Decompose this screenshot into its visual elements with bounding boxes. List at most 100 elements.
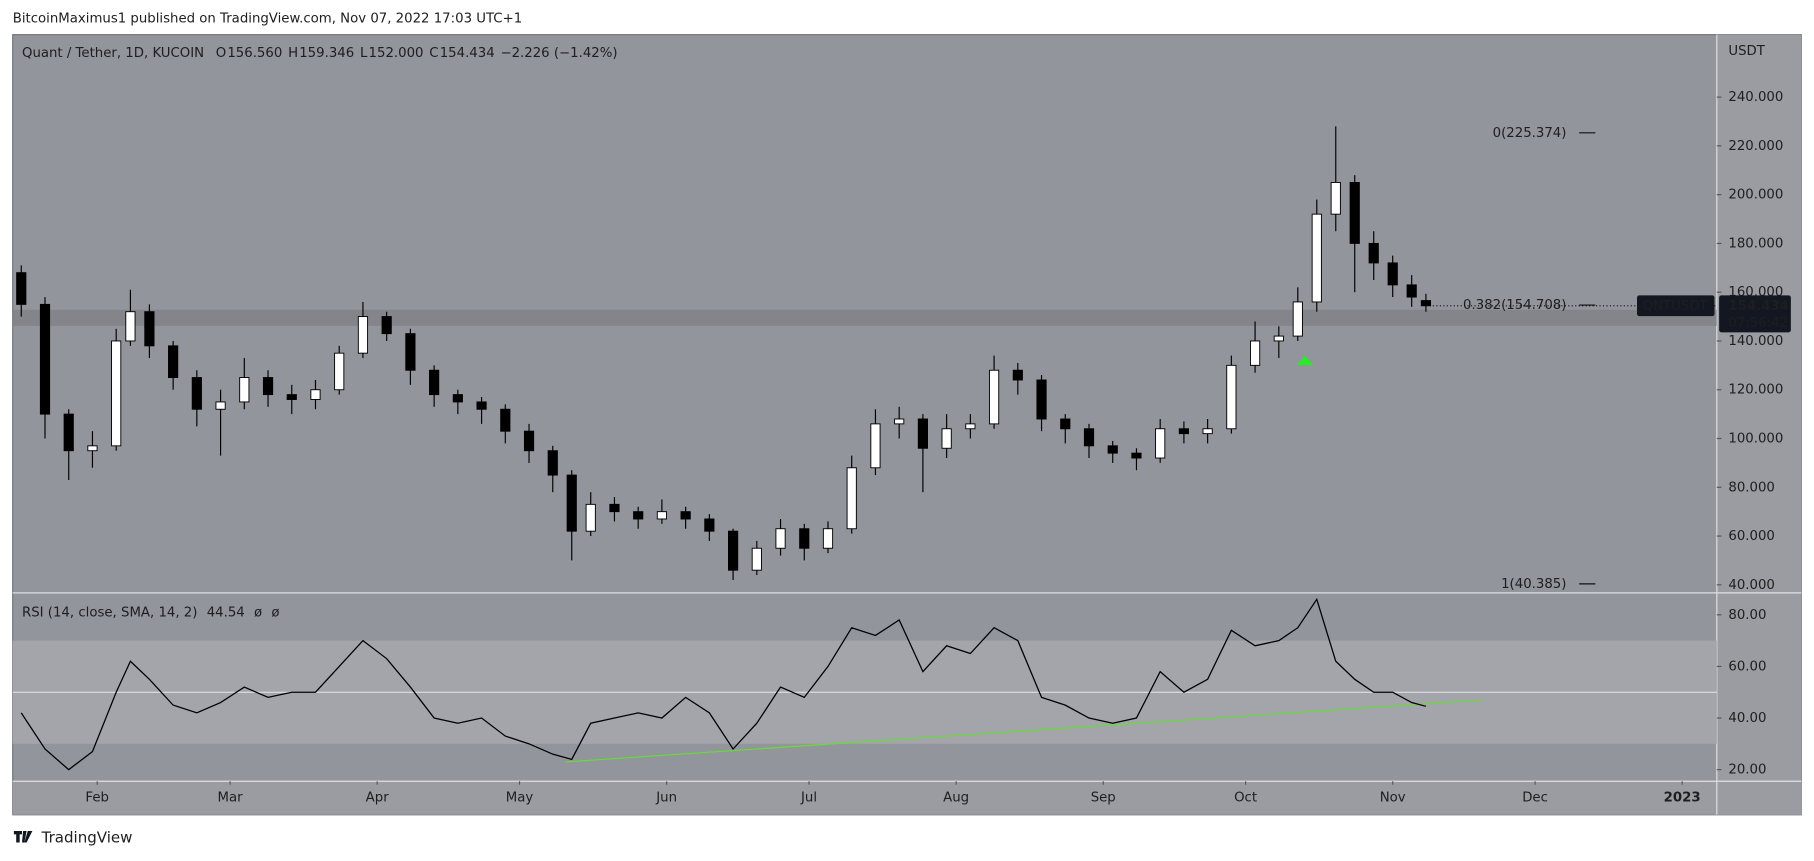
indicator-title: RSI (14, close, SMA, 14, 2) <box>22 606 197 621</box>
y-tick-label: 120.000 <box>1728 383 1783 398</box>
candle-body <box>125 311 136 342</box>
candle-body <box>609 503 620 513</box>
candle-body <box>1311 213 1322 303</box>
candle-body <box>566 474 577 532</box>
candle-body <box>63 413 74 452</box>
publisher-line: BitcoinMaximus1 published on TradingView… <box>13 11 522 26</box>
candle-body <box>751 547 762 571</box>
candle-body <box>357 316 369 354</box>
candle-body <box>215 401 226 410</box>
x-tick-label: Oct <box>1234 790 1257 805</box>
candle-body <box>585 503 596 532</box>
fib-label: 0.382(154.708) <box>1463 298 1566 313</box>
symbol-label: QNTUSDT <box>1643 299 1709 314</box>
candle-body <box>500 408 511 432</box>
y-tick-label: 40.000 <box>1728 578 1775 593</box>
time-axis-area <box>12 781 1802 815</box>
x-tick-label: Aug <box>943 790 969 805</box>
candle-body <box>168 345 179 379</box>
candle-body <box>523 430 535 452</box>
candle-body <box>1249 340 1261 366</box>
fib-label: 0(225.374) <box>1493 126 1567 141</box>
candle-body <box>239 377 250 403</box>
price-tag <box>1719 295 1791 333</box>
candle-body <box>1292 301 1303 337</box>
candle-body <box>1387 262 1398 286</box>
indicator-value: 44.54 <box>207 606 245 621</box>
x-tick-label: Mar <box>218 790 244 805</box>
candle-body <box>894 418 905 425</box>
price-axis-area <box>1716 34 1802 815</box>
rsi-line <box>20 597 1427 771</box>
candle-body <box>1012 369 1023 381</box>
candle-body <box>1330 181 1341 215</box>
y-tick-label: 180.000 <box>1728 236 1783 251</box>
candle-body <box>656 511 667 520</box>
candle-body <box>476 401 487 410</box>
ohlc-key: H <box>288 46 298 61</box>
candle-body <box>1131 452 1142 459</box>
candle-body <box>1349 181 1360 244</box>
ohlc-value: 156.560 <box>227 46 282 61</box>
candle-body <box>1107 445 1118 454</box>
tv-logo <box>13 830 33 843</box>
candle-body <box>1202 428 1213 435</box>
indicator-extra: ø <box>271 606 279 621</box>
x-tick-label: Jul <box>800 790 817 805</box>
y-tick-label: 140.000 <box>1728 334 1783 349</box>
fib-label: 1(40.385) <box>1501 577 1566 592</box>
ohlc-value: 154.434 <box>440 46 495 61</box>
candle-body <box>310 389 321 400</box>
candle-body <box>680 511 691 520</box>
ohlc-value: 159.346 <box>299 46 354 61</box>
x-tick-label: Feb <box>85 790 109 805</box>
candle-body <box>286 394 297 400</box>
signal-arrow <box>1296 355 1314 366</box>
candle-body <box>39 303 51 415</box>
y-tick-label: 100.000 <box>1728 432 1783 447</box>
x-tick-label: 2023 <box>1664 790 1701 805</box>
candle-body <box>111 340 122 447</box>
candle-body <box>799 528 810 549</box>
candle-body <box>1036 379 1047 420</box>
y-tick-label: 220.000 <box>1728 139 1783 154</box>
footer-brand: TradingView <box>41 828 133 846</box>
candle-body <box>1155 428 1166 459</box>
trendline <box>565 699 1483 763</box>
candle-body <box>1060 418 1071 430</box>
candle-body <box>547 450 558 476</box>
candle-body <box>334 352 345 391</box>
y-tick-label: 60.000 <box>1728 529 1775 544</box>
ohlc-value: 152.000 <box>369 46 424 61</box>
y-tick-label: 20.00 <box>1728 763 1766 778</box>
ohlc-key: C <box>429 46 438 61</box>
candle-body <box>262 377 274 396</box>
y-tick-label: 60.00 <box>1728 659 1766 674</box>
candle-body <box>1273 335 1284 342</box>
candle-body <box>405 333 416 371</box>
x-tick-label: May <box>506 790 534 805</box>
indicator-extra: ø <box>254 606 262 621</box>
ohlc-key: L <box>360 46 368 61</box>
candle-body <box>988 369 1000 425</box>
candle-body <box>775 528 786 549</box>
candle-body <box>16 272 27 305</box>
y-tick-label: 80.000 <box>1728 480 1775 495</box>
y-tick-label: 200.000 <box>1728 188 1783 203</box>
candle-body <box>87 445 98 452</box>
candle-body <box>633 511 644 520</box>
candle-body <box>1178 428 1189 435</box>
last-price-label: 154.434 <box>1728 299 1789 314</box>
candle-body <box>191 377 202 410</box>
candle-body <box>1226 364 1237 430</box>
x-tick-label: Nov <box>1380 790 1406 805</box>
candle-body <box>965 423 976 430</box>
chart-title: Quant / Tether, 1D, KUCOIN <box>22 46 204 61</box>
candle-body <box>429 369 440 396</box>
candle-body <box>727 530 739 571</box>
y-tick-label: 40.00 <box>1728 711 1766 726</box>
candle-body <box>144 311 155 347</box>
candle-body <box>941 428 952 449</box>
